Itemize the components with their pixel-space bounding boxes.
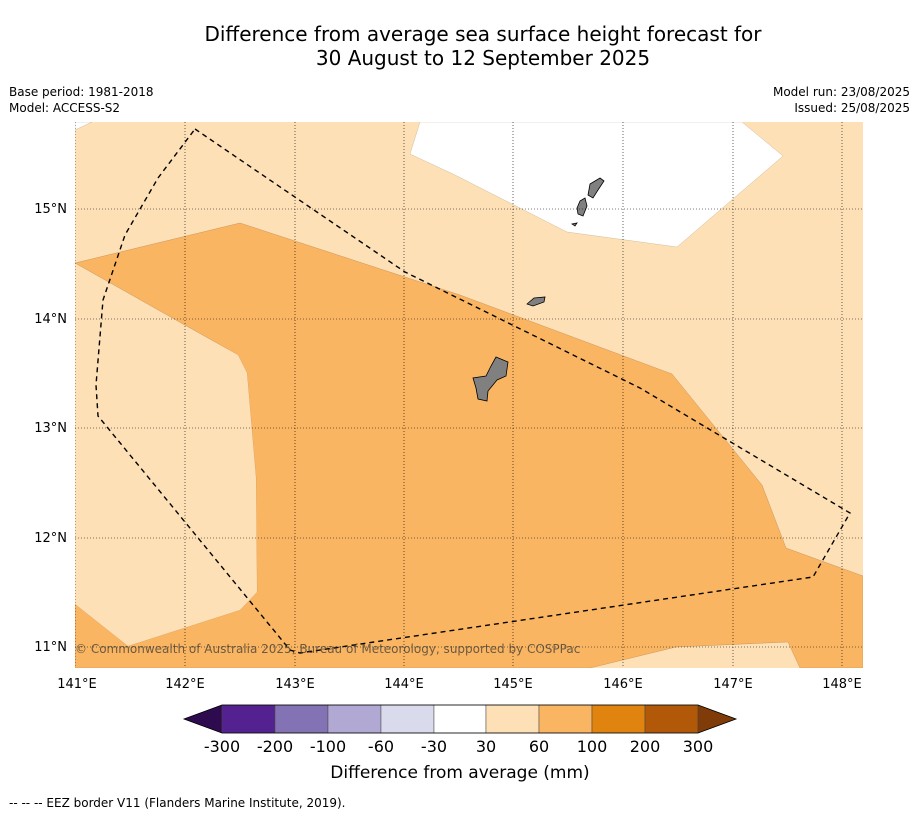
neutral-band-corner [75,122,93,131]
map-title: Difference from average sea surface heig… [0,22,919,70]
model-text: Model: ACCESS-S2 [9,101,121,115]
eez-border-line [95,128,851,654]
lat-label-13: 13°N [34,421,67,436]
colorbar-bin-2 [274,704,329,734]
lat-label-11: 11°N [34,640,67,655]
cb-tick-30: 30 [476,737,496,756]
colorbar-title: Difference from average (mm) [330,763,589,783]
colorbar-outline [182,704,738,734]
graticule [75,122,863,668]
cb-tick-minus30: -30 [421,737,447,756]
cb-tick-minus100: -100 [310,737,346,756]
colorbar-bin-6 [485,704,540,734]
band-30-60-west-pocket [75,265,257,646]
lon-label-145: 145°E [493,677,533,692]
base-period-text: Base period: 1981-2018 [9,85,154,99]
rota-island [526,296,546,307]
title-line-2: 30 August to 12 September 2025 [315,46,651,70]
colorbar-bin-9 [644,704,699,734]
lat-label-15: 15°N [34,202,67,217]
cb-tick-100: 100 [577,737,608,756]
cb-tick-minus200: -200 [257,737,293,756]
issued-text: Issued: 25/08/2025 [794,101,910,115]
saipan-island [587,177,605,199]
aguijan-island [570,222,578,227]
lat-label-14: 14°N [34,312,67,327]
lon-label-147: 147°E [713,677,753,692]
lat-label-12: 12°N [34,531,67,546]
colorbar-high-extension [697,704,737,734]
lon-label-148: 148°E [822,677,862,692]
lon-label-142: 142°E [165,677,205,692]
colorbar-bin-1 [221,704,276,734]
colorbar-low-extension [183,704,223,734]
model-info-left: Base period: 1981-2018 Model: ACCESS-S2 [9,84,154,116]
eez-footnote: -- -- -- EEZ border V11 (Flanders Marine… [9,796,346,810]
guam-island [472,356,509,402]
plot-area: © Commonwealth of Australia 2025, Bureau… [75,122,863,668]
cb-tick-minus300: -300 [204,737,240,756]
colorbar-bin-7 [538,704,593,734]
model-run-text: Model run: 23/08/2025 [772,85,910,99]
lon-label-146: 146°E [603,677,643,692]
colorbar-tick-labels: -300 -200 -100 -60 -30 30 60 100 200 300 [204,737,713,756]
colorbar [182,704,738,734]
tinian-island [576,197,588,217]
lon-label-141: 141°E [57,677,97,692]
model-info-right: Model run: 23/08/2025 Issued: 25/08/2025 [773,84,910,116]
copyright-notice: © Commonwealth of Australia 2025, Bureau… [75,642,580,656]
lon-label-144: 144°E [384,677,424,692]
cb-tick-300: 300 [683,737,714,756]
colorbar-bin-5 [433,704,487,734]
colorbar-bin-4 [380,704,435,734]
cb-tick-60: 60 [529,737,549,756]
colorbar-bin-3 [327,704,382,734]
colorbar-bin-8 [591,704,646,734]
cb-tick-minus60: -60 [368,737,394,756]
lon-tick-labels: 141°E 142°E 143°E 144°E 145°E 146°E 147°… [57,677,862,692]
lon-label-143: 143°E [275,677,315,692]
cb-tick-200: 200 [630,737,661,756]
lat-tick-labels: 15°N 14°N 13°N 12°N 11°N [34,202,67,655]
title-line-1: Difference from average sea surface heig… [204,22,762,46]
